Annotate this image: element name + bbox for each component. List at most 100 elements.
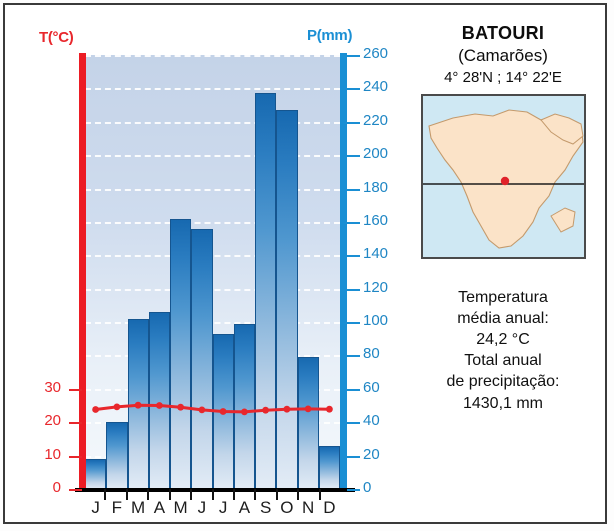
figure-frame: T(°C) P(mm) 0 10 20 30 0 20 40 60 80 100 120 140 16… [3,3,607,524]
gridline [85,155,340,158]
temperature-tick-label: 20 [44,412,61,430]
month-label: O [280,498,294,517]
gridline [85,255,340,258]
precipitation-axis-title: P(mm) [307,27,353,44]
precipitation-tick [347,155,360,158]
month-tick [171,489,193,500]
gridline [85,322,340,325]
month-label: M [131,498,146,517]
summary-stats: Temperatura média anual: 24,2 °C Total a… [405,287,601,414]
precipitation-bar [191,228,213,489]
month-tick [235,489,257,500]
month-label: F [111,498,123,517]
africa-map-icon [422,96,584,257]
precipitation-bar [106,422,128,489]
precipitation-axis [340,53,347,491]
precipitation-tick-label: 0 [363,479,372,496]
month-label: N [301,498,315,517]
station-name: BATOURI [461,23,545,43]
precipitation-tick [347,288,360,291]
precipitation-tick-label: 200 [363,145,389,163]
temperature-point [326,405,333,413]
precipitation-tick [347,489,360,491]
temperature-point [92,406,99,413]
precipitation-bar [233,323,255,489]
temperature-polyline [95,403,330,414]
precipitation-tick-label: 240 [363,78,389,96]
gridline [85,288,340,291]
precipitation-bar [276,110,298,489]
temperature-axis-title: T(°C) [39,29,74,46]
temperature-point [177,403,184,411]
month-tick [192,489,214,500]
temperature-point [262,406,269,414]
temperature-point [283,405,291,413]
month-label: A [153,498,166,517]
precipitation-bar [318,445,340,489]
precipitation-bar [255,93,277,489]
temperature-tick-label: 0 [52,479,61,496]
month-tick [149,489,171,500]
month-tick [299,489,321,500]
figure-inner: T(°C) P(mm) 0 10 20 30 0 20 40 60 80 100 120 140 16… [5,5,605,522]
precipitation-tick-label: 160 [363,211,389,229]
gridline [85,188,340,191]
month-tick [106,489,128,500]
location-map [420,94,586,259]
precipitation-tick [347,55,360,57]
month-tick-marks [85,489,340,501]
precipitation-tick [347,455,360,458]
temperature-point [304,405,312,413]
temperature-line [92,401,333,416]
precipitation-tick-label: 80 [363,345,380,363]
station-country: (Camarões) [458,46,548,65]
temperature-point [134,401,142,409]
temperature-point [219,408,227,415]
precipitation-tick [347,422,360,425]
station-coordinates: 4° 28'N ; 14° 22'E [444,69,562,86]
month-tick [85,489,107,500]
temperature-point [241,408,248,416]
month-tick [214,489,235,500]
gridline [85,88,340,91]
precipitation-tick-label: 180 [363,178,389,196]
temperature-point [113,403,121,411]
gridline [85,121,340,124]
month-label: J [197,498,207,517]
info-panel: BATOURI (Camarões) 4° 28'N ; 14° 22'E Te… [405,11,601,516]
precipitation-tick-label: 140 [363,245,389,263]
precipitation-bars [85,55,340,489]
precipitation-tick-label: 20 [363,445,380,463]
temperature-axis [79,53,86,491]
precipitation-tick-label: 60 [363,378,380,396]
month-label: S [259,498,272,517]
temp-label-1: Temperatura [458,289,548,306]
month-label: J [218,498,228,517]
precip-label-2: de precipitação: [446,373,560,391]
gridline [85,221,340,224]
precipitation-bar [297,357,319,489]
temperature-point [156,402,163,409]
precipitation-tick-label: 100 [363,312,389,330]
plot-area [85,55,340,489]
precipitation-tick-label: 220 [363,111,389,129]
month-label: D [323,498,336,517]
gridline [85,55,340,57]
temperature-point [198,406,206,414]
month-label: M [173,498,188,517]
month-label: A [238,498,251,517]
precipitation-bar [170,218,192,489]
temperature-tick [69,388,82,391]
precipitation-tick [347,322,360,325]
precip-label-1: Total anual [464,352,542,370]
climograph-chart: T(°C) P(mm) 0 10 20 30 0 20 40 60 80 100 120 140 16… [13,11,398,518]
temperature-tick [69,422,82,425]
precipitation-tick [347,221,360,224]
precipitation-tick [347,388,360,391]
temp-label-2: média anual: [457,310,549,328]
month-tick [128,489,150,500]
precip-value: 1430,1 mm [462,394,544,412]
month-tick [256,489,278,500]
